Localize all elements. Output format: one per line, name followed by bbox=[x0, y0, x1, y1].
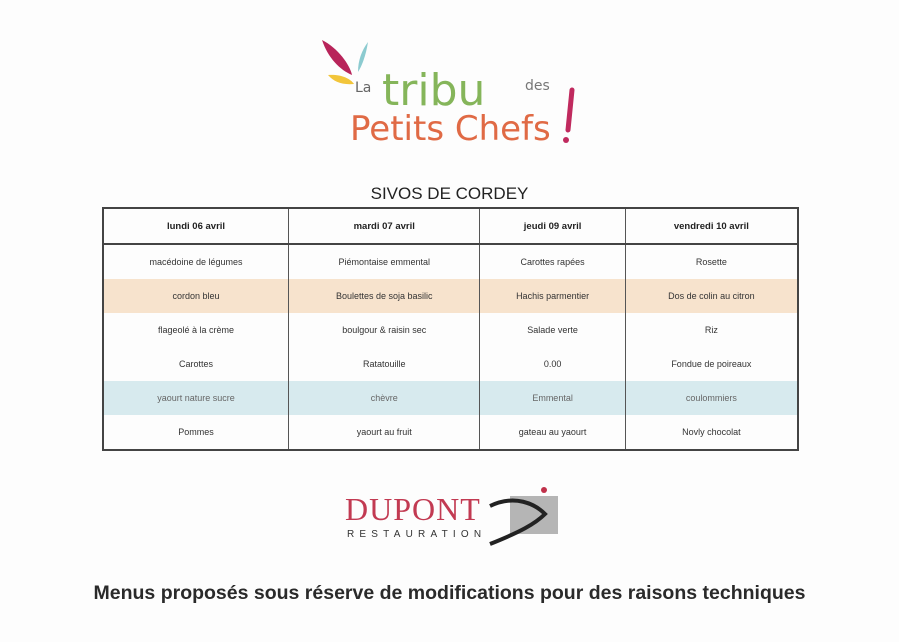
menu-cell: gateau au yaourt bbox=[479, 415, 626, 450]
menu-table: lundi 06 avril mardi 07 avril jeudi 09 a… bbox=[102, 207, 799, 451]
column-header: vendredi 10 avril bbox=[624, 208, 798, 245]
table-row: Carottes Ratatouille 0.00 Fondue de poireau… bbox=[103, 347, 798, 381]
svg-text:RESTAURATION: RESTAURATION bbox=[347, 529, 486, 540]
table-row: flageolé à la crème boulgour & raisin sec… bbox=[103, 313, 798, 347]
svg-text:des: des bbox=[525, 78, 550, 94]
menu-cell: Pommes bbox=[178, 427, 214, 437]
table-row: macédoine de légumes Piémontaise emmental… bbox=[103, 244, 798, 279]
menu-cell: Salade verte bbox=[479, 313, 626, 347]
svg-text:tribu: tribu bbox=[382, 65, 485, 116]
menu-cell: 0.00 bbox=[479, 347, 626, 381]
menu-cell: Ratatouille bbox=[288, 347, 480, 381]
menu-cell: Carottes bbox=[179, 359, 214, 369]
dupont-restauration-logo: DUPONT RESTAURATION bbox=[345, 487, 558, 546]
table-row: yaourt nature sucre chèvre Emmental coulomm… bbox=[103, 381, 798, 415]
column-header: lundi 06 avril bbox=[103, 208, 289, 245]
la-tribu-des-petits-chefs-logo: La tribu des Petits Chefs bbox=[322, 40, 575, 149]
menu-cell: Fondue de poireaux bbox=[624, 347, 798, 381]
column-header: jeudi 09 avril bbox=[479, 208, 626, 245]
menu-cell: flageolé à la crème bbox=[157, 325, 235, 335]
menu-cell: chèvre bbox=[288, 381, 480, 415]
menu-cell: Boulettes de soja basilic bbox=[288, 279, 480, 313]
menu-cell: macédoine de légumes bbox=[149, 257, 243, 267]
menu-cell: Novly chocolat bbox=[624, 415, 798, 450]
disclaimer-footer: Menus proposés sous réserve de modificat… bbox=[93, 582, 806, 604]
menu-cell: boulgour & raisin sec bbox=[288, 313, 480, 347]
menu-cell: Hachis parmentier bbox=[479, 279, 626, 313]
svg-text:DUPONT: DUPONT bbox=[345, 491, 481, 527]
menu-cell: yaourt nature sucre bbox=[103, 381, 289, 415]
svg-text:La: La bbox=[355, 80, 371, 96]
page-title: SIVOS DE CORDEY bbox=[370, 184, 529, 203]
menu-cell: Riz bbox=[624, 313, 798, 347]
menu-cell: Carottes rapées bbox=[479, 244, 626, 279]
table-row: Pommes yaourt au fruit gateau au yaourt Nov… bbox=[103, 415, 798, 450]
menu-cell: Rosette bbox=[624, 244, 798, 279]
svg-text:Petits Chefs: Petits Chefs bbox=[350, 109, 551, 149]
table-header-row: lundi 06 avril mardi 07 avril jeudi 09 a… bbox=[103, 208, 798, 245]
menu-cell: Dos de colin au citron bbox=[624, 279, 798, 313]
table-row: cordon bleu Boulettes de soja basilic Hach… bbox=[103, 279, 798, 313]
menu-cell: yaourt au fruit bbox=[288, 415, 480, 450]
menu-cell: Emmental bbox=[479, 381, 626, 415]
menu-cell: coulommiers bbox=[624, 381, 798, 415]
menu-cell: cordon bleu bbox=[103, 279, 289, 313]
menu-cell: Piémontaise emmental bbox=[288, 244, 480, 279]
column-header: mardi 07 avril bbox=[288, 208, 480, 245]
